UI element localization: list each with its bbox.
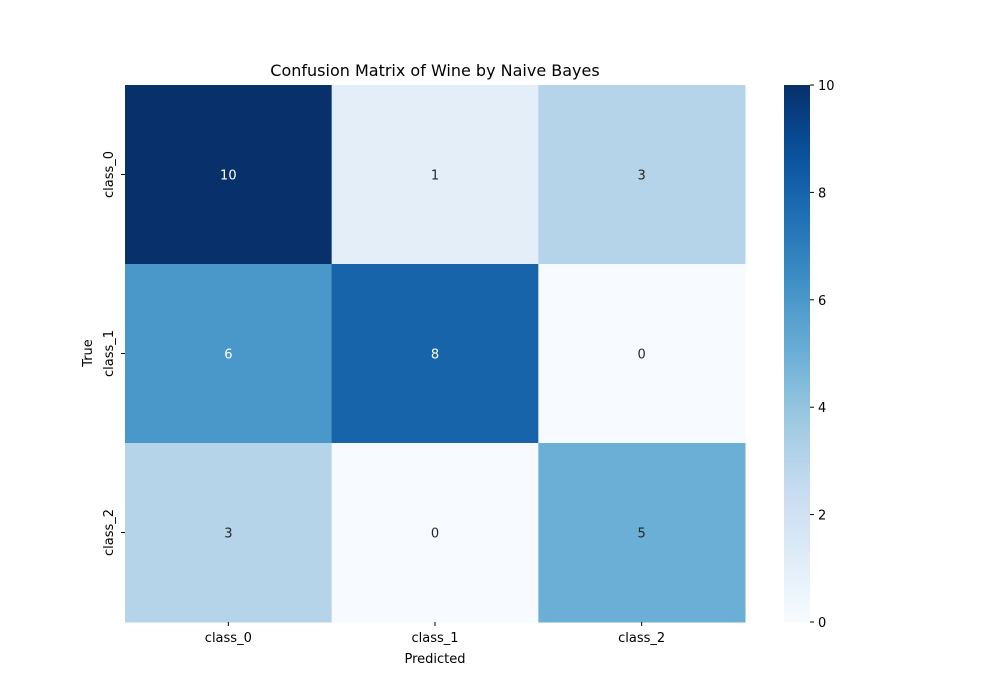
y-tick-label: class_1 <box>102 330 117 377</box>
cell-value-1-0: 6 <box>224 348 232 363</box>
colorbar-tick-label: 4 <box>818 401 826 416</box>
heatmap-cell-2-2 <box>538 443 746 623</box>
heatmap-cell-2-1 <box>331 443 539 623</box>
cell-value-0-2: 3 <box>638 169 646 184</box>
x-tick-label: class_0 <box>205 631 252 646</box>
chart-title: Confusion Matrix of Wine by Naive Bayes <box>270 61 599 80</box>
colorbar-tick-label: 10 <box>818 79 835 94</box>
x-tick-label: class_1 <box>411 631 458 646</box>
heatmap-cell-2-0 <box>125 443 333 623</box>
heatmap-cell-1-1 <box>331 264 539 444</box>
cell-value-2-2: 5 <box>638 527 646 542</box>
cell-value-1-1: 8 <box>431 348 439 363</box>
heatmap-cell-0-2 <box>538 85 746 265</box>
cell-value-0-0: 10 <box>220 169 237 184</box>
heatmap-cell-1-2 <box>538 264 746 444</box>
y-axis-ticks: class_0 class_1 class_2 <box>102 151 125 556</box>
y-tick-label: class_0 <box>102 151 117 198</box>
y-axis-label: True <box>81 339 96 368</box>
colorbar-tick-label: 2 <box>818 509 826 524</box>
cell-value-2-0: 3 <box>224 527 232 542</box>
heatmap-cell-0-0 <box>125 85 333 265</box>
colorbar-ticks: 0 2 4 6 8 10 <box>810 79 835 631</box>
heatmap-cell-0-1 <box>331 85 539 265</box>
cell-value-1-2: 0 <box>638 348 646 363</box>
cell-value-2-1: 0 <box>431 527 439 542</box>
heatmap-cell-1-0 <box>125 264 333 444</box>
colorbar <box>784 85 810 622</box>
heatmap-cells <box>125 85 746 623</box>
y-tick-label: class_2 <box>102 509 117 556</box>
colorbar-tick-label: 6 <box>818 294 826 309</box>
x-tick-label: class_2 <box>618 631 665 646</box>
cell-value-0-1: 1 <box>431 169 439 184</box>
heatmap-cell-labels: 10 1 3 6 8 0 3 0 5 <box>220 169 646 542</box>
x-axis-ticks: class_0 class_1 class_2 <box>205 622 665 646</box>
colorbar-tick-label: 8 <box>818 186 826 201</box>
colorbar-tick-label: 0 <box>818 616 826 631</box>
x-axis-label: Predicted <box>404 652 465 667</box>
